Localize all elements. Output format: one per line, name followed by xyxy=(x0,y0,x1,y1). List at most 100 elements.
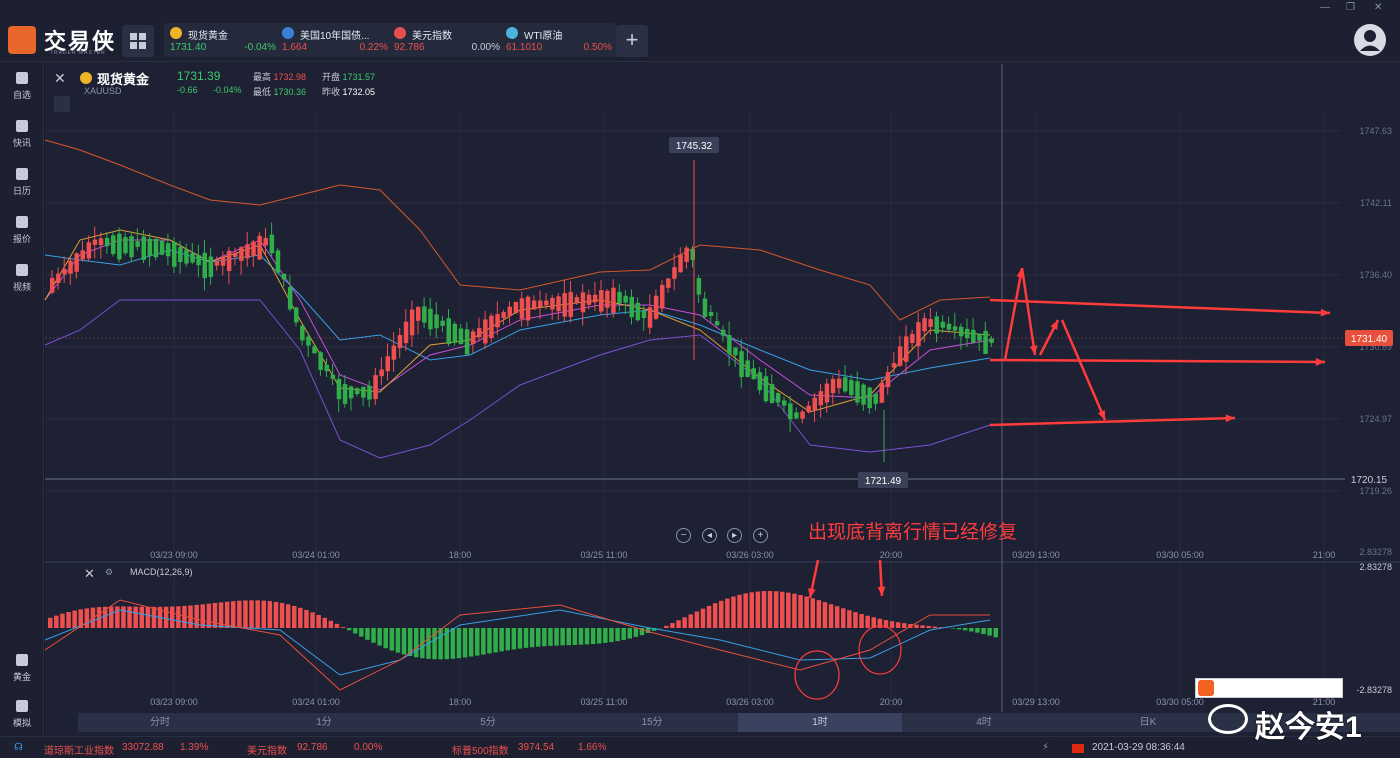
maximize-icon[interactable]: ❐ xyxy=(1346,2,1355,13)
sidebar-item-quotes[interactable]: 报价 xyxy=(0,216,44,245)
quote-tab-us10y[interactable]: 美国10年国债... 1.664 0.22% xyxy=(276,23,392,57)
candle-body xyxy=(531,300,537,310)
gold-icon xyxy=(170,27,182,39)
macd-bar xyxy=(597,628,602,644)
arrow-head xyxy=(1225,414,1235,423)
macd-bar xyxy=(237,600,242,628)
quote-tab-dxy[interactable]: 美元指数 92.786 0.00% xyxy=(388,23,504,57)
minimize-icon[interactable]: — xyxy=(1320,2,1330,13)
candle-body xyxy=(104,237,110,247)
quote-tab-wti[interactable]: WTI原油 61.1010 0.50% xyxy=(500,23,616,57)
macd-bar xyxy=(621,628,626,640)
candle-body xyxy=(525,296,531,321)
candle-body xyxy=(172,241,177,267)
candle-body xyxy=(721,329,726,336)
candle-body xyxy=(300,325,305,341)
period-15m[interactable]: 15分 xyxy=(641,717,663,728)
macd-bar xyxy=(694,611,700,628)
x-tick-label: 03/23 09:00 xyxy=(150,550,198,560)
close-chart-icon[interactable]: ✕ xyxy=(54,70,66,86)
x-tick-label: 03/24 01:00 xyxy=(292,550,340,560)
macd-bar xyxy=(981,628,986,635)
x-tick-label: 03/25 11:00 xyxy=(581,550,628,560)
macd-x-tick-label: 03/25 11:00 xyxy=(581,697,628,707)
macd-bar xyxy=(676,620,681,628)
macd-bar xyxy=(725,598,730,628)
macd-bar xyxy=(139,606,144,628)
simulate-icon xyxy=(16,700,28,712)
quote-icon xyxy=(16,216,28,228)
period-1m[interactable]: 1分 xyxy=(316,717,332,728)
macd-bar xyxy=(853,612,858,628)
candle-body xyxy=(928,319,933,327)
candle-body xyxy=(714,321,720,326)
macd-bar xyxy=(767,590,773,628)
zoom-out-button[interactable]: − xyxy=(676,528,691,543)
cn-flag-icon xyxy=(1072,744,1084,753)
macd-bar xyxy=(212,602,218,628)
macd-x-tick-label: 03/26 03:00 xyxy=(726,697,774,707)
macd-bar xyxy=(224,601,230,628)
macd-bar xyxy=(48,617,53,628)
ime-toolbar[interactable] xyxy=(1195,678,1343,698)
watermark: 赵今安1 xyxy=(1255,711,1362,744)
macd-bar xyxy=(176,606,181,628)
candle-body xyxy=(184,249,189,264)
macd-bar xyxy=(194,604,199,628)
candle-body xyxy=(165,243,171,257)
sidebar-item-news[interactable]: 快讯 xyxy=(0,120,44,149)
macd-bar xyxy=(590,628,596,645)
period-1h[interactable]: 1时 xyxy=(738,713,902,732)
period-4h[interactable]: 4时 xyxy=(976,717,992,728)
sidebar-item-watchlist[interactable]: 自选 xyxy=(0,72,44,101)
macd-bar xyxy=(261,600,266,628)
close-macd-icon[interactable]: ✕ xyxy=(84,566,95,581)
candle-body xyxy=(391,345,397,360)
zoom-in-button[interactable]: + xyxy=(753,528,768,543)
macd-bar xyxy=(475,628,480,656)
candle-body xyxy=(196,255,201,266)
scroll-start-button[interactable]: ◂ xyxy=(702,528,717,543)
draw-tool-icon[interactable] xyxy=(54,96,70,112)
macd-bar xyxy=(450,628,456,659)
headset-icon[interactable]: ☊ xyxy=(14,742,23,753)
candle-body xyxy=(647,307,653,328)
close-icon[interactable]: ✕ xyxy=(1374,2,1383,13)
avatar[interactable] xyxy=(1354,24,1386,56)
calendar-icon xyxy=(16,168,28,180)
sidebar-item-simulate[interactable]: 模拟 xyxy=(0,700,44,729)
candle-body xyxy=(757,372,763,391)
macd-bar xyxy=(542,628,547,647)
add-tab-button[interactable]: + xyxy=(616,25,648,57)
period-tick[interactable]: 分时 xyxy=(150,717,170,728)
period-daily[interactable]: 日K xyxy=(1139,717,1157,728)
sidebar-item-gold[interactable]: 黄金 xyxy=(0,654,44,683)
symbol-name[interactable]: 现货黄金 xyxy=(97,72,150,87)
sidebar-item-calendar[interactable]: 日历 xyxy=(0,168,44,197)
macd-bar xyxy=(523,628,529,648)
candle-body xyxy=(159,240,165,255)
news-icon xyxy=(16,120,28,132)
period-5m[interactable]: 5分 xyxy=(480,717,496,728)
settings-icon[interactable]: ⚙ xyxy=(105,567,114,577)
ma-mid-line xyxy=(44,239,991,399)
candle-body xyxy=(745,360,750,377)
sidebar-item-video[interactable]: 视频 xyxy=(0,264,44,293)
grid-layout-button[interactable] xyxy=(122,25,154,57)
macd-bar xyxy=(151,606,157,628)
macd-bar xyxy=(682,617,687,628)
scroll-end-button[interactable]: ▸ xyxy=(727,528,742,543)
quote-tab-gold[interactable]: 现货黄金 1731.40 -0.04% xyxy=(164,23,280,57)
sidebar: 自选 快讯 日历 报价 视频 黄金 模拟 xyxy=(0,62,44,736)
candle-body xyxy=(190,253,195,263)
candle-body xyxy=(794,412,799,419)
candle-body xyxy=(806,405,811,413)
macd-bar xyxy=(487,628,492,654)
macd-dea-line xyxy=(44,609,991,676)
macd-x-tick-label: 03/24 01:00 xyxy=(292,697,340,707)
macd-bar xyxy=(859,614,864,628)
candle-body xyxy=(56,273,61,283)
macd-bar xyxy=(218,602,224,628)
candle-body xyxy=(788,403,793,420)
